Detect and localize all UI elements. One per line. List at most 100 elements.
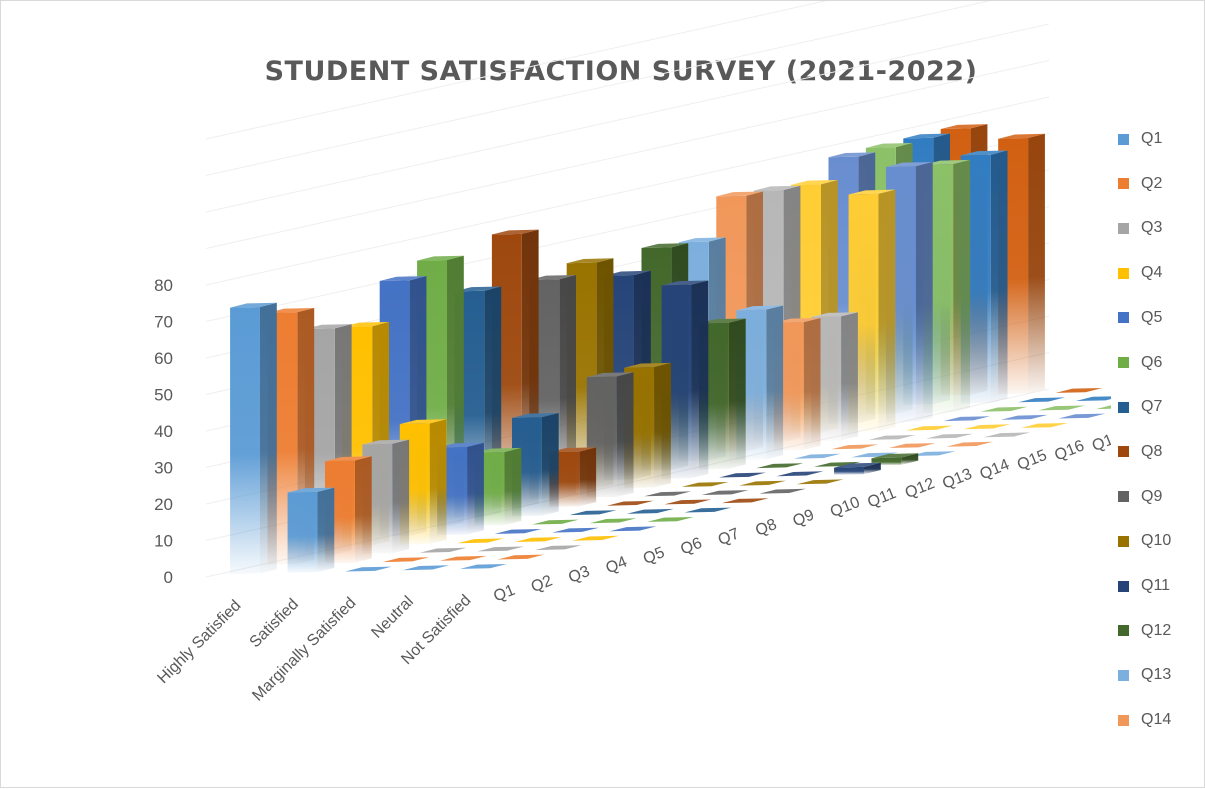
- bar-Q16-3: [963, 424, 1011, 430]
- depth-label: Q5: [641, 544, 667, 568]
- bar-Q8-3: [664, 499, 712, 505]
- legend-item: Q3: [1118, 218, 1162, 238]
- chart-plot: 0 10 20 30 40 50 60 70 80 Highly Satisfied Satisf…: [154, 1, 1111, 705]
- bar-Q1-0: [230, 302, 277, 575]
- legend-swatch: [1118, 401, 1129, 413]
- y-tick-label: 60: [154, 349, 173, 368]
- bar-Q17-3: [1000, 414, 1048, 420]
- legend-label: Q13: [1141, 666, 1172, 684]
- legend-item: Q5: [1118, 308, 1162, 328]
- y-axis-ticks: 0 10 20 30 40 50 60 70 80: [154, 276, 173, 587]
- depth-label: Q2: [529, 572, 555, 596]
- bar-Q8-4: [721, 498, 769, 504]
- bar-Q18-3: [1038, 405, 1086, 411]
- bar-Q3-2: [419, 547, 467, 553]
- bar-Q6-2: [532, 519, 579, 525]
- bar-Q11-3: [776, 471, 824, 477]
- gridline: [205, 60, 1050, 249]
- legend-label: Q12: [1141, 621, 1172, 639]
- legend-item: Q1: [1118, 129, 1162, 149]
- bar-Q6-4: [647, 516, 694, 522]
- bar-Q18-4: [1095, 405, 1111, 410]
- bar-Q10-4: [796, 479, 844, 485]
- bar-Q10-3: [739, 480, 786, 486]
- category-label: Neutral: [368, 593, 416, 641]
- depth-label: Q15: [1015, 447, 1050, 474]
- category-label: Highly Satisfied: [154, 597, 244, 687]
- bar-Q4-4: [572, 535, 620, 541]
- y-tick-label: 20: [154, 495, 173, 514]
- legend-swatch: [1118, 222, 1129, 234]
- legend-label: Q8: [1141, 442, 1163, 460]
- bar-Q5-3: [552, 527, 599, 533]
- y-tick-label: 40: [154, 422, 173, 441]
- legend-item: Q12: [1118, 621, 1171, 641]
- y-tick-label: 50: [154, 386, 173, 405]
- bar-Q2-2: [382, 557, 430, 563]
- bar-Q13-2: [793, 453, 841, 459]
- bar-Q2-3: [439, 555, 487, 561]
- legend-swatch: [1118, 491, 1129, 503]
- gridline: [205, 1, 991, 176]
- bar-Q7-2: [569, 510, 617, 516]
- bar-Q13-4: [908, 451, 956, 457]
- bar-Q11-2: [719, 472, 766, 478]
- legend-label: Q5: [1141, 308, 1163, 326]
- depth-label: Q13: [940, 466, 975, 493]
- bar-Q9-3: [701, 490, 749, 496]
- bar-Q17-4: [1058, 413, 1106, 419]
- bars: [230, 124, 1045, 575]
- legend-item: Q11: [1118, 576, 1170, 596]
- y-tick-label: 80: [154, 276, 173, 295]
- bar-Q19-2: [1018, 397, 1066, 403]
- bar-Q10-2: [681, 481, 729, 487]
- legend-label: Q6: [1141, 353, 1163, 371]
- legend-item: Q14: [1118, 710, 1171, 730]
- gridline: [205, 1, 828, 140]
- legend-swatch: [1118, 312, 1129, 324]
- depth-label: Q12: [903, 475, 938, 502]
- legend-item: Q10: [1118, 531, 1171, 551]
- legend-label: Q14: [1141, 711, 1172, 729]
- legend-swatch: [1118, 178, 1129, 190]
- bar-Q14-2: [831, 444, 879, 450]
- y-tick-label: 10: [154, 532, 173, 551]
- legend-label: Q9: [1141, 487, 1163, 505]
- bar-Q5-4: [609, 526, 657, 532]
- depth-label: Q17: [1090, 428, 1111, 455]
- category-label: Satisfied: [247, 596, 302, 651]
- bar-Q5-2: [494, 528, 542, 534]
- legend-label: Q7: [1141, 398, 1163, 416]
- legend-label: Q2: [1141, 174, 1163, 192]
- bar-Q17-2: [943, 416, 991, 422]
- bar-Q4-2: [457, 538, 505, 544]
- legend-label: Q1: [1141, 130, 1163, 147]
- legend-item: Q9: [1118, 487, 1162, 507]
- bar-Q8-2: [606, 500, 654, 506]
- depth-label: Q16: [1052, 437, 1087, 464]
- bar-Q11-4: [834, 462, 881, 475]
- bar-Q1-4: [460, 563, 507, 569]
- legend-label: Q11: [1141, 577, 1171, 594]
- bar-Q1-3: [402, 565, 450, 571]
- bar-Q15-2: [868, 434, 916, 440]
- bar-Q14-3: [888, 443, 936, 449]
- depth-label: Q10: [828, 494, 863, 521]
- legend-swatch: [1118, 357, 1129, 368]
- legend-swatch: [1118, 535, 1129, 547]
- legend-label: Q3: [1141, 219, 1163, 237]
- bar-Q6-3: [589, 518, 637, 524]
- legend-label: Q4: [1141, 264, 1163, 282]
- legend-swatch: [1118, 267, 1129, 279]
- bar-Q12-3: [813, 461, 861, 467]
- bar-Q3-4: [534, 545, 582, 551]
- chart-title: STUDENT SATISFACTION SURVEY (2021-2022): [264, 56, 978, 87]
- bar-Q19-3: [1075, 396, 1111, 402]
- legend-swatch: [1118, 669, 1129, 681]
- depth-label: Q6: [678, 535, 704, 559]
- bar-Q3-3: [477, 546, 525, 552]
- legend-swatch: [1118, 714, 1129, 726]
- bar-Q15-4: [983, 432, 1031, 438]
- depth-label: Q4: [604, 554, 630, 578]
